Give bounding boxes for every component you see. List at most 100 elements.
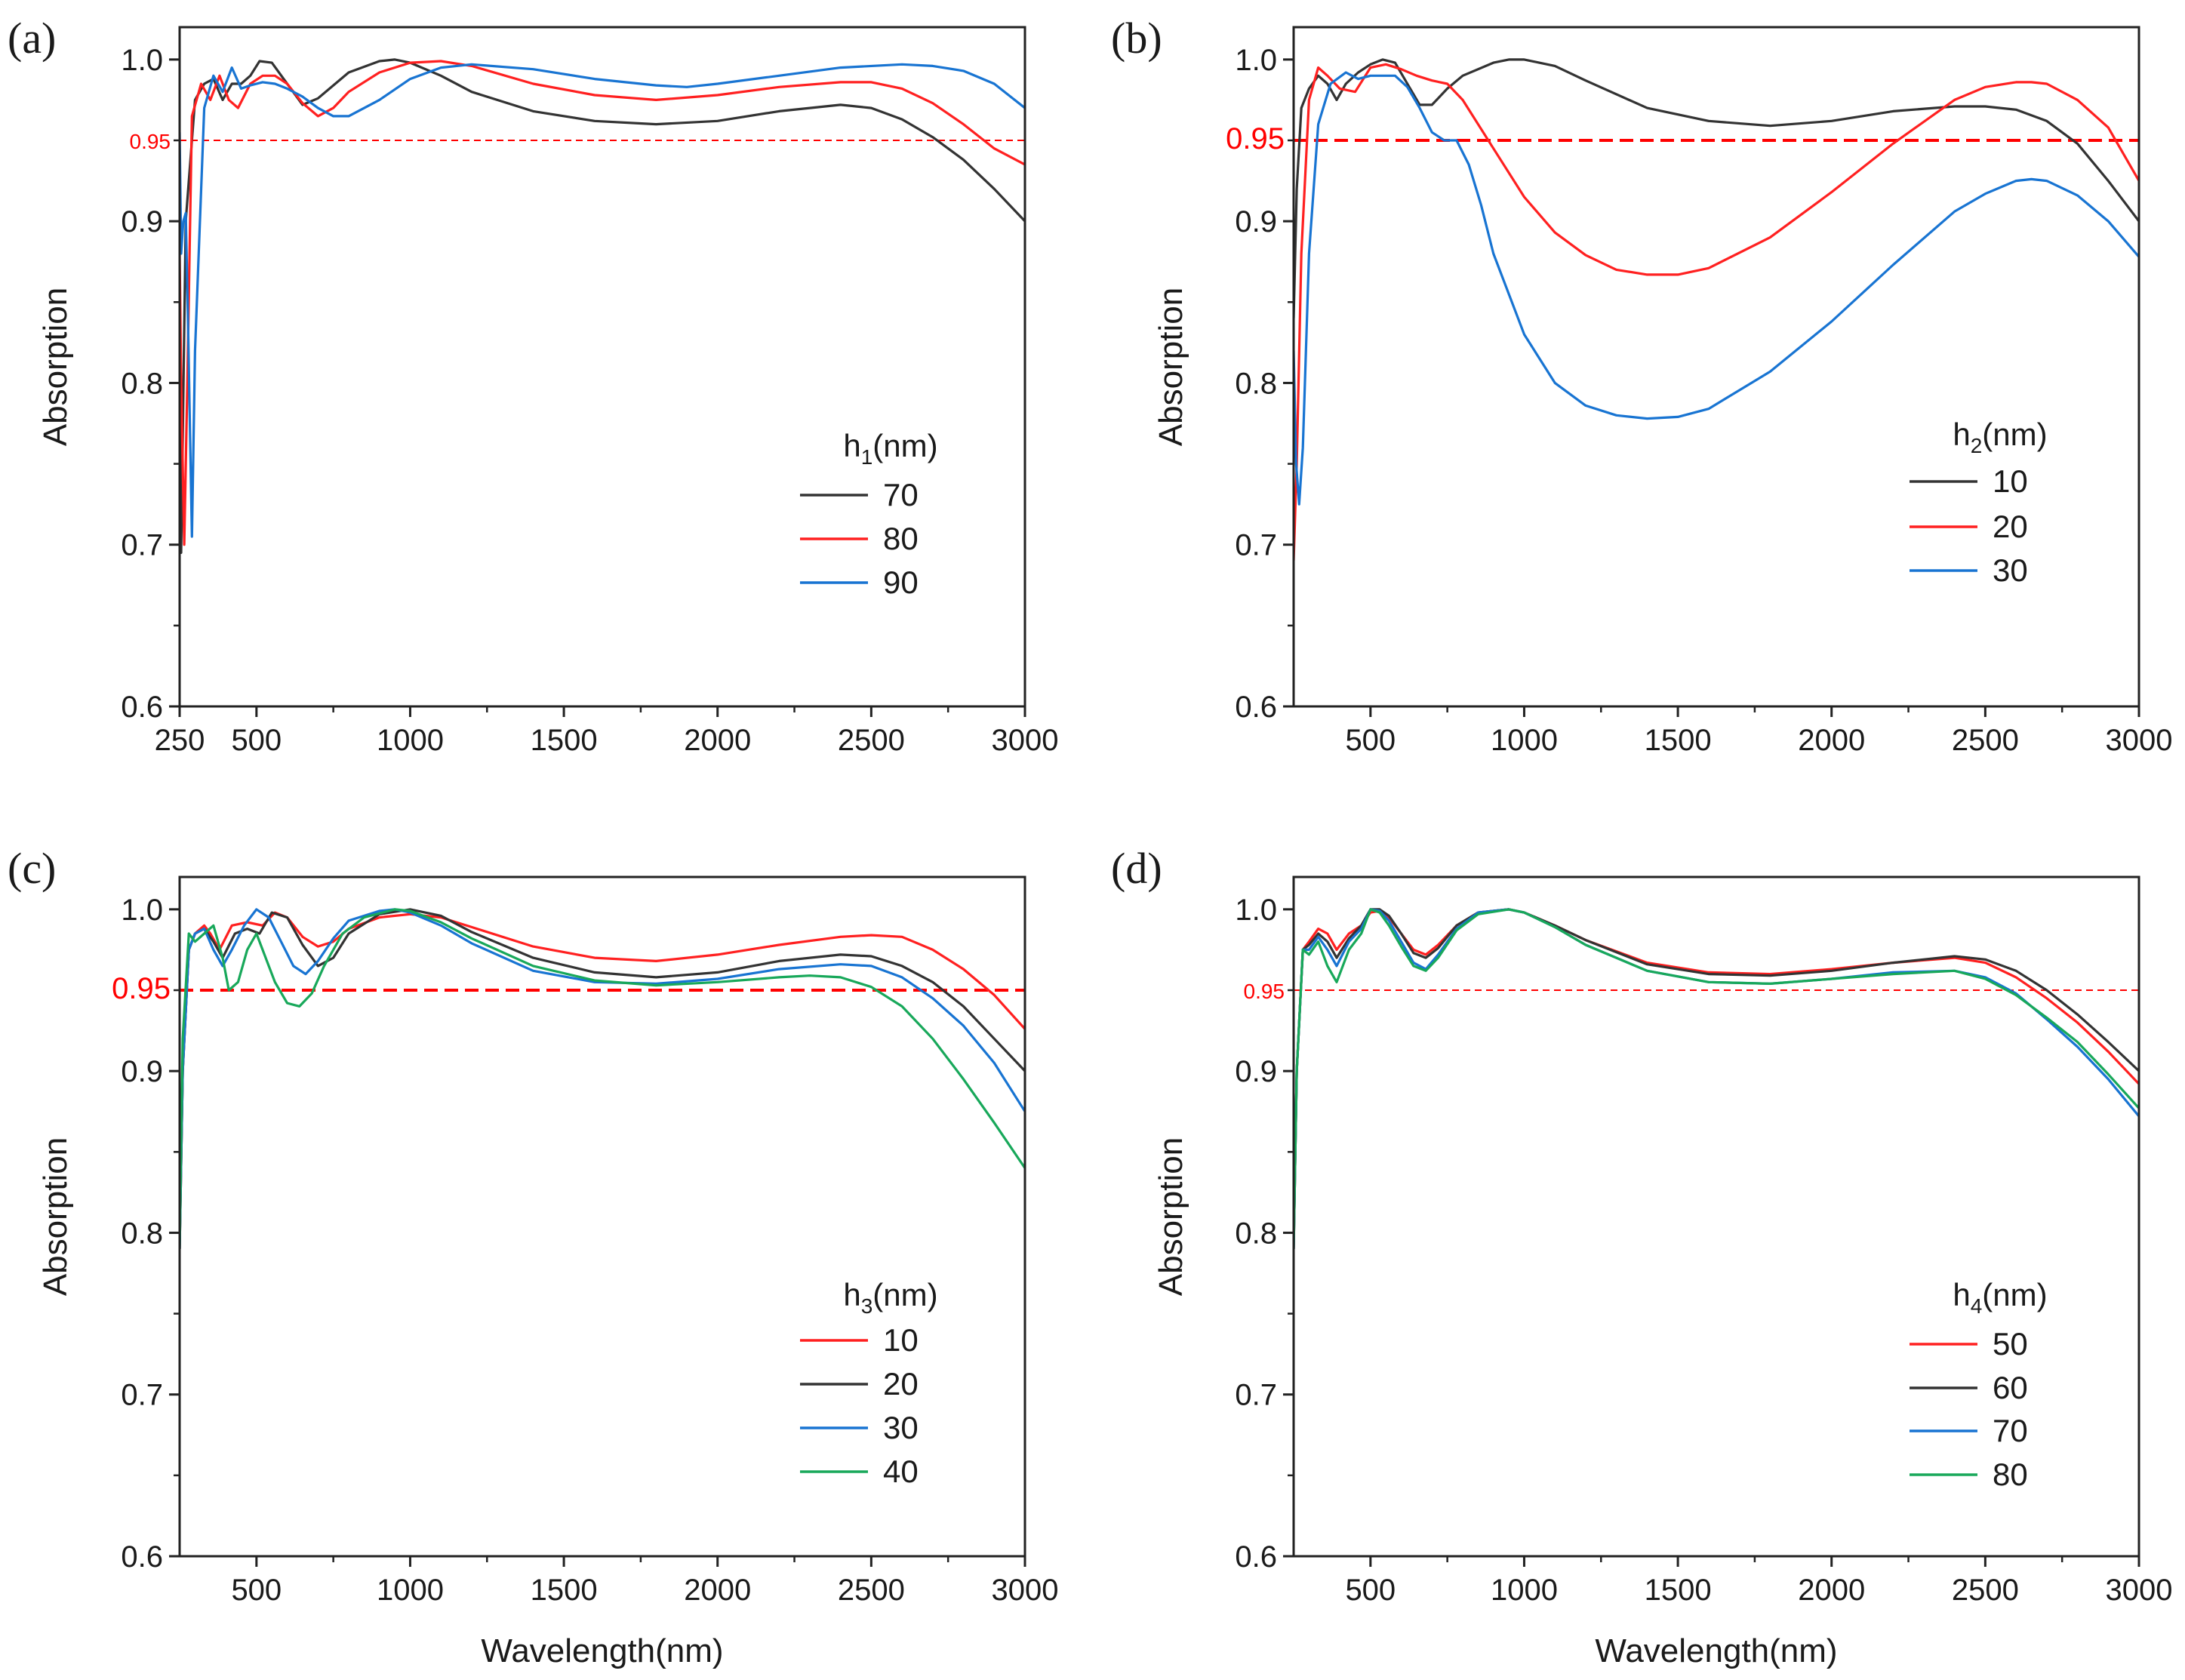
y-tick-label: 1.0 xyxy=(121,44,163,77)
x-tick-label: 500 xyxy=(231,1574,282,1607)
legend-title: h1(nm) xyxy=(843,428,937,469)
x-axis-title: Wavelength(nm) xyxy=(481,1632,723,1669)
legend-entry-30: 30 xyxy=(883,1410,919,1445)
series-line-10 xyxy=(1294,58,2139,318)
panel-b: 0.95 0.6 0.7 0.8 0.9 1.0 500 1000 1500 2000 2500 30… xyxy=(1111,14,2172,757)
series-line-50 xyxy=(1294,908,2139,1249)
legend-title-sub: 2 xyxy=(1971,434,1983,457)
legend-title: h3(nm) xyxy=(843,1277,937,1318)
legend-title: h4(nm) xyxy=(1953,1277,2047,1318)
legend-title: h2(nm) xyxy=(1953,417,2047,457)
legend-entry-20: 20 xyxy=(883,1366,919,1402)
y-tick-label: 0.7 xyxy=(1235,529,1277,562)
legend-entry-80: 80 xyxy=(883,521,919,556)
y-tick-label: 0.6 xyxy=(1235,1540,1277,1574)
y-tick-label: 1.0 xyxy=(1235,44,1277,77)
x-tick-label: 1500 xyxy=(1645,724,1712,757)
x-axis-title: Wavelength(nm) xyxy=(1595,1632,1837,1669)
y-tick-label: 0.9 xyxy=(121,1055,163,1088)
x-tick-label: 2000 xyxy=(684,1574,751,1607)
legend-entry-90: 90 xyxy=(883,565,919,600)
x-tick-label: 3000 xyxy=(2106,1574,2173,1607)
series-line-80 xyxy=(1294,908,2139,1249)
series-line-30 xyxy=(180,908,1025,1249)
x-tick-label: 2500 xyxy=(1952,1574,2019,1607)
series-line-20 xyxy=(180,908,1025,1249)
legend-entry-30: 30 xyxy=(1993,552,2028,588)
legend-entry-10: 10 xyxy=(1993,463,2028,499)
reference-line-label: 0.95 xyxy=(1244,980,1285,1003)
x-tick-label: 2000 xyxy=(1798,724,1865,757)
y-tick-label: 0.7 xyxy=(1235,1379,1277,1412)
x-tick-label: 2500 xyxy=(1952,724,2019,757)
legend: h2(nm) 10 20 30 xyxy=(1910,417,2048,588)
legend-title-sub: 3 xyxy=(861,1294,873,1318)
plot-frame xyxy=(178,26,1026,708)
y-tick-label: 0.8 xyxy=(121,1217,163,1250)
series-line-70 xyxy=(1294,908,2139,1249)
legend: h1(nm) 70 80 90 xyxy=(800,428,938,600)
legend-title-unit: (nm) xyxy=(1982,417,2047,452)
legend-entry-70: 70 xyxy=(1993,1413,2028,1448)
x-tick-label: 500 xyxy=(1345,724,1396,757)
y-tick-label: 0.6 xyxy=(1235,691,1277,724)
y-tick-label: 0.9 xyxy=(121,205,163,238)
x-tick-label: 1000 xyxy=(377,724,444,757)
legend-entry-10: 10 xyxy=(883,1322,919,1358)
series-line-60 xyxy=(1294,908,2139,1249)
legend: h4(nm) 50 60 70 80 xyxy=(1910,1277,2048,1492)
legend-title-unit: (nm) xyxy=(1982,1277,2047,1312)
legend-title-main: h xyxy=(1953,417,1970,452)
reference-line-label: 0.95 xyxy=(130,130,171,153)
y-tick-label: 0.8 xyxy=(121,367,163,400)
panel-a: 0.95 0.6 0.7 0.8 0.9 1.0 250 500 1000 1500 2000 250… xyxy=(8,14,1058,757)
x-tick-label: 250 xyxy=(155,724,205,757)
x-tick-label: 2000 xyxy=(1798,1574,1865,1607)
legend-entry-70: 70 xyxy=(883,477,919,512)
y-axis-title: Absorption xyxy=(1153,288,1189,446)
x-tick-label: 2500 xyxy=(838,1574,905,1607)
x-tick-label: 1000 xyxy=(377,1574,444,1607)
y-axis-title: Absorption xyxy=(37,288,74,446)
legend-title-main: h xyxy=(843,428,860,463)
x-tick-label: 1500 xyxy=(1645,1574,1712,1607)
series-line-90 xyxy=(180,63,1025,538)
plot-frame xyxy=(178,875,1026,1558)
plot-frame xyxy=(1292,26,2140,708)
legend-entry-50: 50 xyxy=(1993,1326,2028,1362)
panel-c: 0.95 0.6 0.7 0.8 0.9 1.0 500 1000 1500 2000 2500 30… xyxy=(8,844,1058,1669)
panel-label: (d) xyxy=(1111,844,1162,893)
y-tick-label: 0.7 xyxy=(121,529,163,562)
legend-entry-20: 20 xyxy=(1993,509,2028,544)
y-tick-label: 0.9 xyxy=(1235,1055,1277,1088)
x-tick-label: 1000 xyxy=(1491,724,1558,757)
legend: h3(nm) 10 20 30 40 xyxy=(800,1277,938,1489)
y-tick-label: 1.0 xyxy=(121,894,163,927)
panel-d: 0.95 0.6 0.7 0.8 0.9 1.0 500 1000 1500 2000 2500 30… xyxy=(1111,844,2172,1669)
legend-entry-60: 60 xyxy=(1993,1370,2028,1405)
x-tick-label: 3000 xyxy=(992,724,1059,757)
series-line-10 xyxy=(180,911,1025,1249)
y-axis-title: Absorption xyxy=(1153,1137,1189,1296)
x-tick-label: 1500 xyxy=(531,1574,598,1607)
legend-title-unit: (nm) xyxy=(872,1277,937,1312)
series-line-80 xyxy=(180,60,1025,546)
plot-frame xyxy=(1292,875,2140,1558)
series-line-40 xyxy=(180,908,1025,1249)
reference-line-label: 0.95 xyxy=(1226,122,1285,155)
y-tick-label: 0.6 xyxy=(121,691,163,724)
x-tick-label: 1000 xyxy=(1491,1574,1558,1607)
panel-label: (b) xyxy=(1111,14,1162,63)
panel-label: (c) xyxy=(8,844,56,893)
y-tick-label: 0.9 xyxy=(1235,205,1277,238)
x-tick-label: 3000 xyxy=(992,1574,1059,1607)
legend-entry-80: 80 xyxy=(1993,1457,2028,1492)
y-tick-label: 1.0 xyxy=(1235,894,1277,927)
x-tick-label: 500 xyxy=(1345,1574,1396,1607)
y-tick-label: 0.8 xyxy=(1235,367,1277,400)
y-axis-title: Absorption xyxy=(37,1137,74,1296)
y-tick-label: 0.6 xyxy=(121,1540,163,1574)
reference-line-label: 0.95 xyxy=(112,972,171,1005)
legend-title-sub: 4 xyxy=(1971,1294,1983,1318)
